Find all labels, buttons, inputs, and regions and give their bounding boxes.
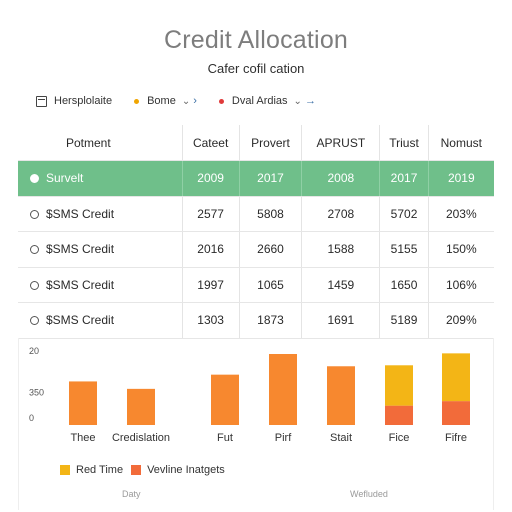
radio-button[interactable]: [30, 209, 39, 219]
bar: [211, 374, 239, 425]
column-header[interactable]: Triust: [379, 125, 429, 161]
x-tick-label: Thee: [70, 432, 95, 444]
bar-segment: [385, 365, 413, 406]
table-cell: 2019: [427, 160, 494, 197]
row-label-cell: $SMS Credit: [18, 302, 182, 339]
bar-segment: [442, 401, 470, 425]
y-axis-label: Wefluded: [350, 489, 388, 499]
table-cell: 5808: [238, 196, 302, 232]
table-cell: 1303: [181, 302, 240, 339]
table-cell: 150%: [427, 231, 494, 268]
table-cell: 1588: [301, 231, 380, 268]
template-icon: [36, 95, 47, 107]
row-label: $SMS Credit: [46, 277, 115, 292]
x-tick-label: Stait: [330, 432, 352, 444]
toolbar-item-template[interactable]: Hersplolaite: [36, 95, 112, 107]
radio-button[interactable]: [30, 280, 39, 290]
column-header[interactable]: Nomust: [427, 125, 494, 161]
toolbar-item-label: Bome: [147, 95, 176, 107]
table-cell: 209%: [427, 302, 494, 339]
bar: [127, 388, 155, 425]
chevron-right-icon: ›: [193, 95, 197, 107]
column-header[interactable]: Potment: [18, 125, 182, 161]
table-row[interactable]: $SMS Credit 2577 5808 2708 5702 203%: [18, 196, 494, 232]
table-cell: 5189: [379, 302, 429, 339]
chevron-down-icon: ⌄: [293, 95, 302, 107]
row-label: Survelt: [46, 171, 84, 186]
x-tick-label: Pirf: [275, 432, 292, 444]
x-tick-label: Credislation: [112, 432, 170, 444]
bar: [327, 366, 355, 425]
table-cell: 2660: [238, 231, 302, 268]
row-label: $SMS Credit: [46, 242, 115, 257]
column-header[interactable]: APRUST: [301, 125, 380, 161]
row-label-cell: $SMS Credit: [18, 267, 182, 303]
table-cell: 5155: [379, 231, 429, 268]
table-cell: 2708: [301, 196, 380, 232]
legend-item[interactable]: Red Time: [60, 464, 123, 476]
chevron-down-icon: ⌄: [181, 95, 191, 107]
toolbar-item-label: Hersplolaite: [54, 95, 113, 107]
table-cell: 2017: [379, 160, 429, 197]
table-cell: 2017: [238, 160, 302, 197]
y-tick-label: 0: [29, 413, 34, 423]
table-cell: 2577: [181, 196, 240, 232]
bar-chart: 20 350 0 Thee Credislation Fut Pirf Stait Fice Fi…: [29, 346, 470, 444]
row-label: $SMS Credit: [46, 206, 115, 221]
chart-legend: Red Time Vevline Inatgets: [60, 464, 233, 476]
radio-button[interactable]: [30, 245, 39, 255]
row-label-cell: Survelt: [18, 160, 182, 197]
table-cell: 1065: [238, 267, 302, 303]
page-title: Credit Allocation: [163, 26, 349, 54]
column-header[interactable]: Cateet: [181, 125, 240, 161]
dot-icon: [134, 98, 140, 104]
toolbar-item-label: Dval Ardias: [231, 95, 288, 107]
bar-segment: [385, 405, 413, 425]
toolbar-item-dval-ardias[interactable]: Dval Ardias ⌄ →: [218, 95, 316, 107]
legend-item[interactable]: Vevline Inatgets: [131, 464, 225, 476]
legend-swatch: [131, 465, 142, 475]
chart-panel: 20 350 0 Thee Credislation Fut Pirf Stait Fice Fi…: [18, 338, 494, 510]
legend-swatch: [60, 465, 70, 475]
table-cell: 106%: [427, 267, 494, 303]
dot-icon: [218, 98, 224, 104]
toolbar: Hersplolaite Bome ⌄ › Dval Ardias ⌄ →: [36, 92, 338, 110]
table-cell: 1691: [301, 302, 380, 339]
table-cell: 2009: [181, 160, 240, 197]
table-cell: 1459: [301, 267, 380, 303]
radio-button[interactable]: [30, 174, 39, 184]
bar: [69, 381, 97, 425]
toolbar-item-bome[interactable]: Bome ⌄ ›: [134, 95, 197, 107]
y-tick-label: 20: [29, 346, 39, 356]
legend-label: Vevline Inatgets: [147, 464, 225, 476]
page-subtitle: Cafer cofil cation: [207, 61, 305, 76]
radio-button[interactable]: [30, 316, 39, 326]
column-header[interactable]: Provert: [238, 125, 302, 161]
table-cell: 1650: [379, 267, 429, 303]
table-row[interactable]: $SMS Credit 1997 1065 1459 1650 106%: [18, 267, 494, 303]
credit-table: Potment Cateet Provert APRUST Triust Nom…: [18, 125, 494, 339]
arrow-right-icon: →: [304, 95, 316, 107]
row-label-cell: $SMS Credit: [18, 196, 182, 232]
table-cell: 2008: [301, 160, 380, 197]
table-row-selected[interactable]: Survelt 2009 2017 2008 2017 2019: [18, 160, 494, 197]
row-label: $SMS Credit: [46, 313, 115, 328]
bar-segment: [442, 353, 470, 402]
x-tick-label: Fifre: [445, 432, 467, 444]
legend-label: Red Time: [76, 464, 124, 476]
table-header-row: Potment Cateet Provert APRUST Triust Nom…: [18, 125, 494, 161]
table-row[interactable]: $SMS Credit 2016 2660 1588 5155 150%: [18, 231, 494, 268]
table-cell: 1873: [238, 302, 302, 339]
row-label-cell: $SMS Credit: [18, 231, 182, 268]
table-row[interactable]: $SMS Credit 1303 1873 1691 5189 209%: [18, 302, 494, 339]
table-cell: 203%: [427, 196, 494, 232]
table-cell: 5702: [379, 196, 429, 232]
table-cell: 1997: [181, 267, 240, 303]
y-tick-label: 350: [29, 388, 44, 398]
x-tick-label: Fice: [389, 432, 410, 444]
x-tick-label: Fut: [217, 432, 233, 444]
x-axis-label: Daty: [122, 489, 141, 499]
bar: [269, 354, 297, 425]
table-cell: 2016: [181, 231, 240, 268]
